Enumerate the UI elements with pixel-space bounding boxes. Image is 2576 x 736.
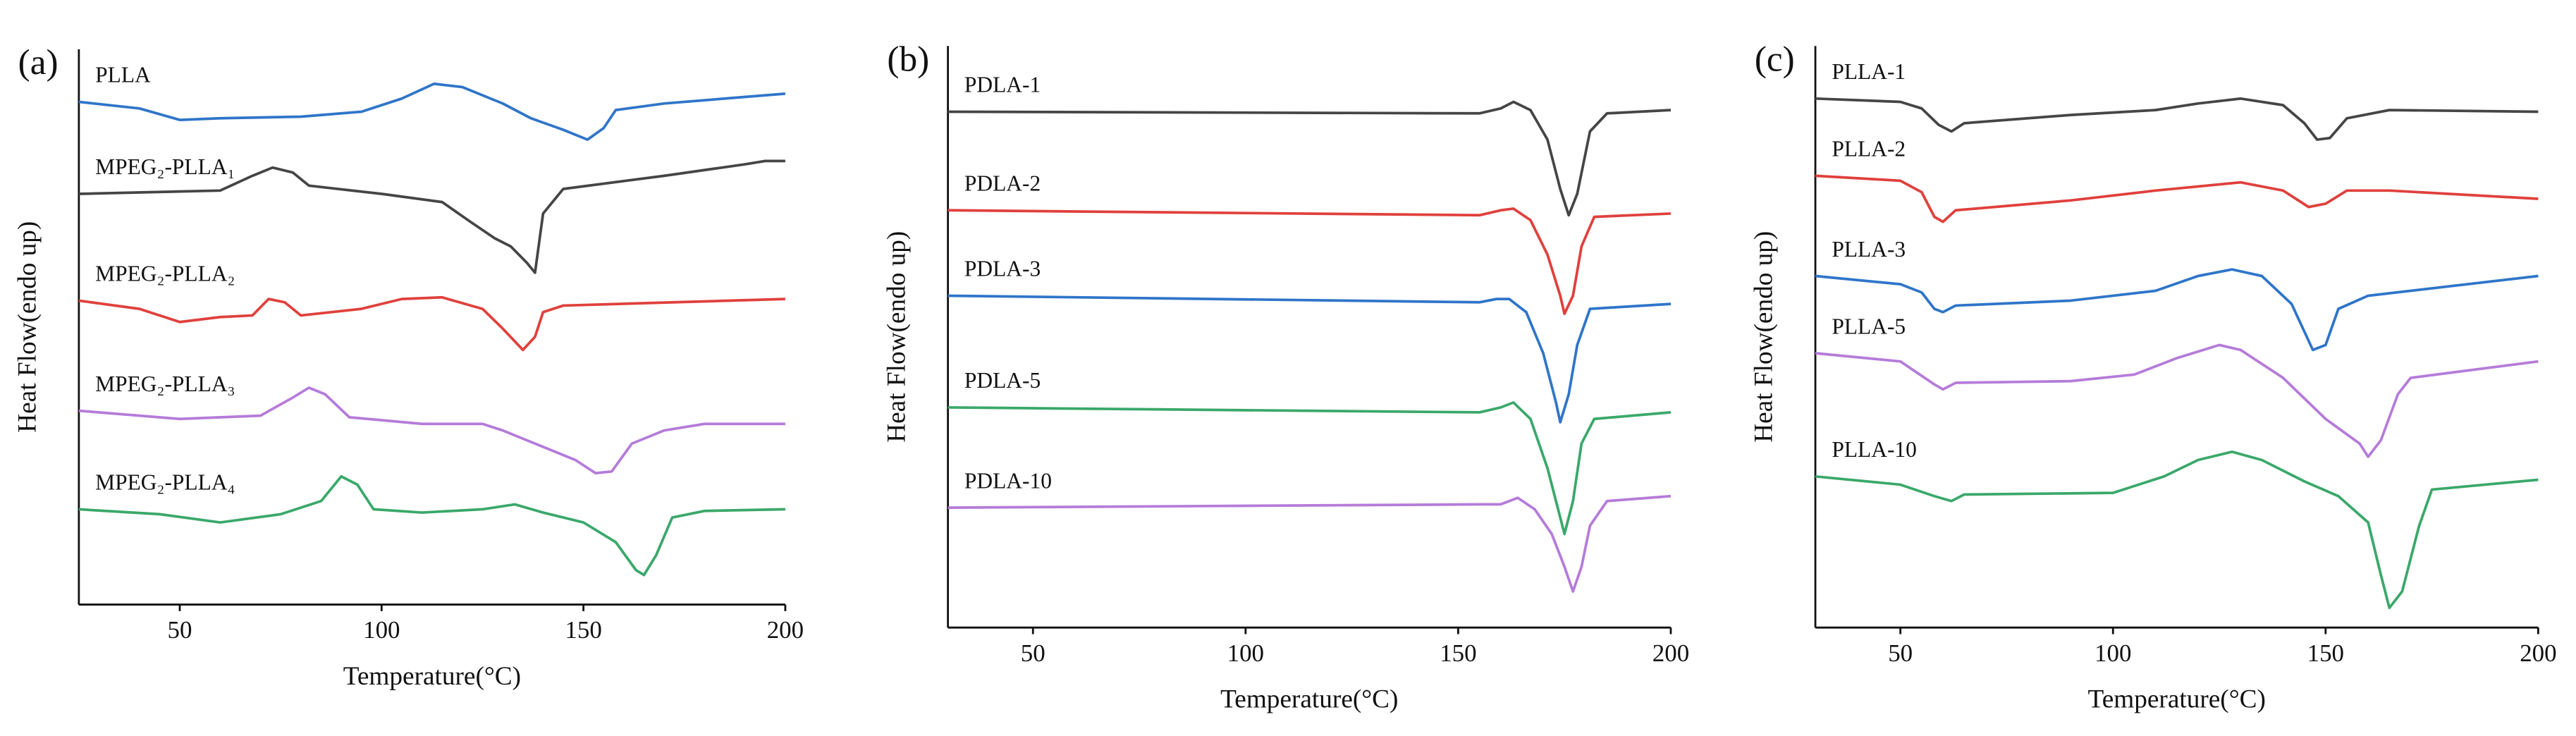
curve <box>78 474 785 577</box>
panel-label: (c) <box>1755 39 1795 79</box>
panel: 50 100 150 200 Temperature(°C) Heat Flow(endo… <box>13 42 804 691</box>
series-label: PLLA-10 <box>1832 437 1917 462</box>
series-label: PDLA-3 <box>964 257 1041 281</box>
x-axis-title: Temperature(°C) <box>1220 685 1398 714</box>
curve <box>947 207 1672 315</box>
x-tick-label: 150 <box>565 616 601 644</box>
series-label: PLLA-1 <box>1832 59 1906 84</box>
series-label: PDLA-1 <box>964 73 1041 97</box>
y-axis-title: Heat Flow(endo up) <box>1750 231 1779 443</box>
series-label: PLLA-2 <box>1832 137 1906 161</box>
x-tick-label: 50 <box>1888 639 1913 667</box>
series-label: PLLA-3 <box>1832 237 1906 262</box>
curve <box>947 494 1672 593</box>
curve <box>1815 97 2539 141</box>
series-label: MPEG₂-PLLA₁ <box>95 154 235 179</box>
x-tick-label: 150 <box>1440 639 1476 667</box>
x-tick-label: 200 <box>767 616 804 644</box>
x-tick-label: 150 <box>2307 639 2344 667</box>
x-tick-label: 50 <box>168 616 192 644</box>
panel-label: (b) <box>887 39 929 79</box>
x-tick-label: 100 <box>1227 639 1264 667</box>
x-tick-label: 200 <box>1652 639 1689 667</box>
curve <box>947 401 1672 536</box>
x-tick-label: 100 <box>2094 639 2131 667</box>
curve <box>78 159 785 274</box>
x-tick-label: 50 <box>1021 639 1045 667</box>
x-axis-title: Temperature(°C) <box>2088 685 2266 714</box>
series-label: MPEG₂-PLLA₂ <box>95 262 235 286</box>
curve <box>947 294 1672 424</box>
x-tick-label: 200 <box>2520 639 2556 667</box>
curve <box>78 295 785 352</box>
y-axis-title: Heat Flow(endo up) <box>882 231 911 443</box>
x-axis-title: Temperature(°C) <box>343 662 521 691</box>
x-tick-label: 100 <box>363 616 400 644</box>
curve <box>78 82 786 141</box>
series-label: PDLA-2 <box>964 171 1041 196</box>
series-label: PDLA-5 <box>964 368 1041 393</box>
curve <box>1815 174 2539 223</box>
curve <box>1815 343 2539 458</box>
curve <box>1815 268 2539 352</box>
series-label: PLLA-5 <box>1832 314 1906 338</box>
y-axis-title: Heat Flow(endo up) <box>13 221 42 433</box>
curve <box>947 100 1672 217</box>
panel: 50 100 150 200 Temperature(°C) Heat Flow(endo… <box>1750 39 2557 713</box>
series-label: PDLA-10 <box>964 468 1052 493</box>
panel-label: (a) <box>18 42 59 82</box>
series-label: MPEG₂-PLLA₄ <box>95 470 235 495</box>
series-label: PLLA <box>95 63 151 87</box>
curve <box>1815 450 2539 610</box>
panel: 50 100 150 200 Temperature(°C) Heat Flow(endo… <box>882 39 1689 713</box>
series-label: MPEG₂-PLLA₃ <box>95 372 235 396</box>
curve <box>78 386 785 475</box>
